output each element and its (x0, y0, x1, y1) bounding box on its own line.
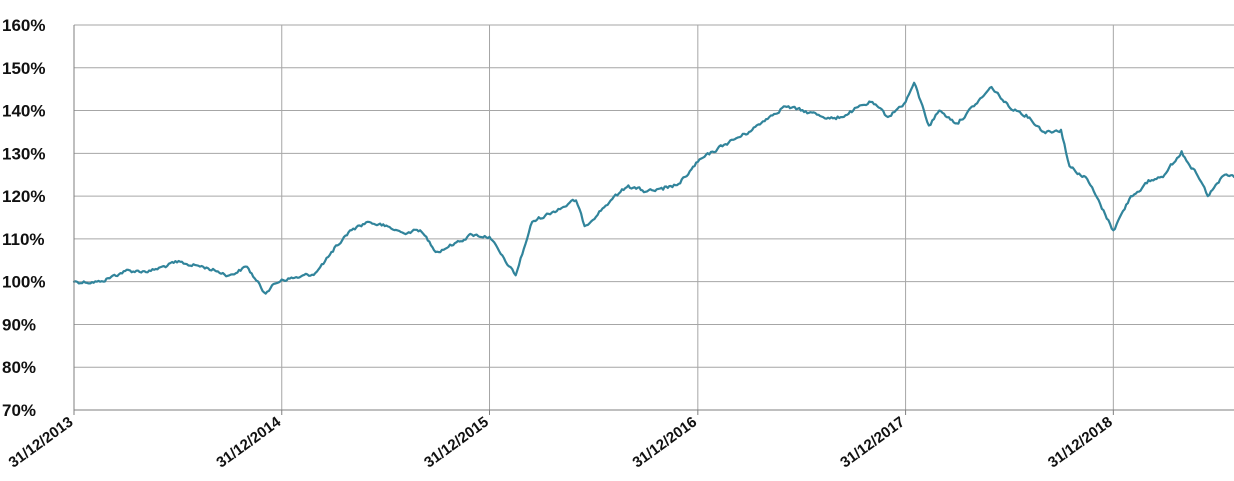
x-tick-label: 31/12/2017 (837, 413, 908, 471)
series-line (72, 81, 1234, 295)
x-tick-label: 31/12/2015 (421, 413, 492, 471)
x-tick-label: 31/12/2018 (1045, 413, 1116, 471)
y-tick-label: 80% (2, 358, 36, 377)
x-axis-ticks: 31/12/2013 31/12/2014 31/12/2015 31/12/2016… (6, 413, 1116, 471)
x-tick-label: 31/12/2014 (213, 413, 284, 471)
x-tick-label: 31/12/2013 (6, 413, 77, 471)
x-tick-label: 31/12/2016 (629, 413, 700, 471)
y-tick-label: 110% (2, 230, 45, 249)
y-tick-label: 120% (2, 187, 45, 206)
y-axis-ticks: 160% 150% 140% 130% 120% 110% 100% 90% 80% 70% (2, 16, 45, 420)
y-tick-label: 140% (2, 102, 45, 121)
y-tick-label: 130% (2, 144, 45, 163)
grid (73, 24, 1234, 411)
y-tick-label: 70% (2, 401, 36, 420)
y-tick-label: 150% (2, 59, 45, 78)
axes (73, 25, 1234, 415)
y-tick-label: 100% (2, 273, 45, 292)
y-tick-label: 160% (2, 16, 45, 35)
y-tick-label: 90% (2, 315, 36, 334)
series-layer (72, 81, 1234, 295)
